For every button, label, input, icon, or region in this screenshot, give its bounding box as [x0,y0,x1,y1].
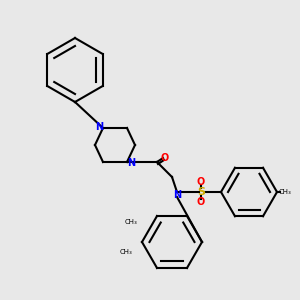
Text: CH₃: CH₃ [279,189,292,195]
Text: CH₃: CH₃ [119,249,132,255]
Text: O: O [161,153,169,163]
Text: S: S [197,187,205,197]
Text: N: N [95,122,103,132]
Text: CH₃: CH₃ [124,219,137,225]
Text: N: N [127,158,135,168]
Text: N: N [173,190,181,200]
Text: O: O [197,177,205,187]
Text: O: O [197,197,205,207]
